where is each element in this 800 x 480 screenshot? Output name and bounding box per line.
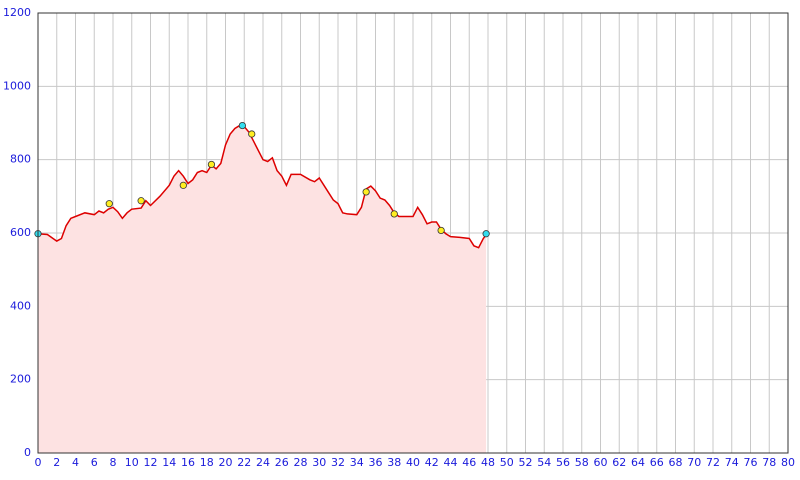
y-tick-label: 600 (10, 226, 31, 239)
x-tick-label: 26 (275, 456, 289, 469)
x-tick-label: 64 (631, 456, 645, 469)
x-tick-label: 34 (350, 456, 364, 469)
x-tick-label: 48 (481, 456, 495, 469)
marker (482, 230, 490, 238)
plot-border (37, 12, 789, 454)
x-tick-label: 38 (387, 456, 401, 469)
x-tick-label: 8 (110, 456, 117, 469)
x-tick-label: 66 (650, 456, 664, 469)
x-tick-label: 28 (294, 456, 308, 469)
x-tick-label: 78 (762, 456, 776, 469)
marker (437, 226, 445, 235)
x-tick-label: 32 (331, 456, 345, 469)
marker (137, 197, 145, 205)
x-tick-label: 30 (312, 456, 326, 469)
x-tick-label: 36 (369, 456, 383, 469)
x-tick-label: 42 (425, 456, 439, 469)
marker (238, 121, 246, 130)
x-tick-label: 56 (556, 456, 570, 469)
marker (105, 200, 113, 208)
x-tick-label: 74 (725, 456, 739, 469)
y-tick-label: 800 (10, 153, 31, 166)
elevation-line (37, 124, 487, 249)
x-tick-label: 2 (53, 456, 60, 469)
y-tick-label: 1200 (3, 6, 31, 19)
x-tick-label: 44 (444, 456, 458, 469)
marker (248, 130, 256, 138)
x-tick-label: 0 (35, 456, 42, 469)
x-tick-label: 24 (256, 456, 270, 469)
x-tick-label: 58 (575, 456, 589, 469)
area-fill (38, 125, 487, 454)
x-tick-label: 10 (125, 456, 139, 469)
x-tick-label: 12 (144, 456, 158, 469)
x-tick-label: 50 (500, 456, 514, 469)
y-tick-label: 1000 (3, 79, 31, 92)
x-tick-label: 76 (744, 456, 758, 469)
x-tick-label: 72 (706, 456, 720, 469)
x-tick-label: 20 (219, 456, 233, 469)
x-tick-label: 46 (462, 456, 476, 469)
y-tick-label: 400 (10, 299, 31, 312)
x-tick-label: 68 (669, 456, 683, 469)
x-tick-label: 54 (537, 456, 551, 469)
x-tick-label: 22 (237, 456, 251, 469)
x-tick-label: 16 (181, 456, 195, 469)
marker (179, 181, 187, 189)
x-tick-label: 52 (519, 456, 533, 469)
x-tick-label: 6 (91, 456, 98, 469)
x-tick-label: 40 (406, 456, 420, 469)
x-tick-label: 14 (162, 456, 176, 469)
y-tick-label: 0 (24, 446, 31, 459)
marker (390, 210, 398, 218)
marker (207, 160, 216, 169)
x-tick-label: 70 (687, 456, 701, 469)
y-tick-label: 200 (10, 373, 31, 386)
x-tick-label: 62 (612, 456, 626, 469)
x-tick-label: 60 (594, 456, 608, 469)
x-tick-label: 80 (781, 456, 795, 469)
x-tick-label: 18 (200, 456, 214, 469)
marker (362, 188, 370, 196)
x-tick-label: 4 (72, 456, 79, 469)
